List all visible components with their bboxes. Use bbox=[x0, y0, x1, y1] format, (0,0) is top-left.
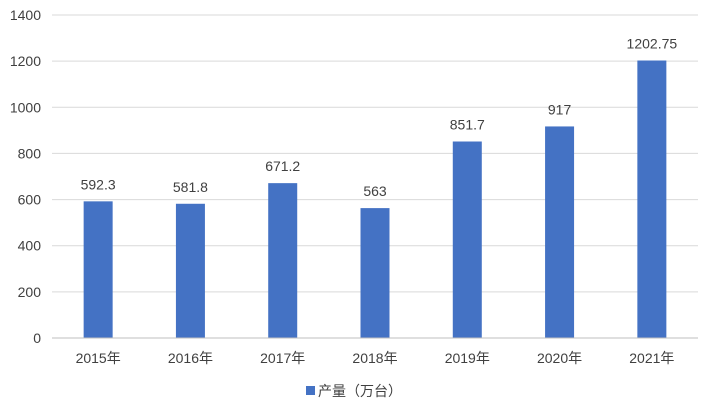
data-label: 917 bbox=[548, 101, 572, 117]
x-tick-label: 2021年 bbox=[629, 350, 674, 366]
y-tick-label: 0 bbox=[33, 330, 41, 346]
legend-label: 产量（万台） bbox=[318, 383, 402, 399]
data-label: 581.8 bbox=[173, 179, 208, 195]
y-tick-label: 400 bbox=[18, 238, 42, 254]
x-tick-label: 2017年 bbox=[260, 350, 305, 366]
legend-swatch bbox=[306, 386, 315, 395]
y-tick-label: 1000 bbox=[10, 99, 41, 115]
x-axis-ticks: 2015年 2016年 2017年 2018年 2019年 2020年 2021年 bbox=[76, 350, 675, 366]
bar bbox=[175, 203, 205, 338]
gridlines bbox=[52, 14, 698, 293]
data-label: 671.2 bbox=[265, 158, 300, 174]
y-tick-label: 200 bbox=[18, 284, 42, 300]
y-tick-label: 800 bbox=[18, 145, 42, 161]
x-tick-label: 2018年 bbox=[352, 350, 397, 366]
bar bbox=[360, 208, 390, 338]
bars bbox=[83, 60, 667, 338]
data-labels: 592.3 581.8 671.2 563 851.7 917 1202.75 bbox=[81, 36, 678, 200]
data-label: 563 bbox=[363, 183, 387, 199]
y-tick-label: 600 bbox=[18, 192, 42, 208]
bar bbox=[452, 141, 482, 338]
y-tick-label: 1400 bbox=[10, 7, 41, 23]
x-tick-label: 2019年 bbox=[445, 350, 490, 366]
y-tick-label: 1200 bbox=[10, 53, 41, 69]
x-tick-label: 2016年 bbox=[168, 350, 213, 366]
data-label: 1202.75 bbox=[627, 36, 678, 52]
y-axis-ticks: 0 200 400 600 800 1000 1200 1400 bbox=[10, 7, 41, 346]
bar bbox=[545, 126, 575, 338]
bar bbox=[83, 201, 113, 338]
bar bbox=[268, 183, 298, 338]
bar bbox=[637, 60, 667, 338]
legend: 产量（万台） bbox=[306, 383, 402, 399]
x-tick-label: 2015年 bbox=[76, 350, 121, 366]
data-label: 851.7 bbox=[450, 117, 485, 133]
x-tick-label: 2020年 bbox=[537, 350, 582, 366]
data-label: 592.3 bbox=[81, 176, 116, 192]
